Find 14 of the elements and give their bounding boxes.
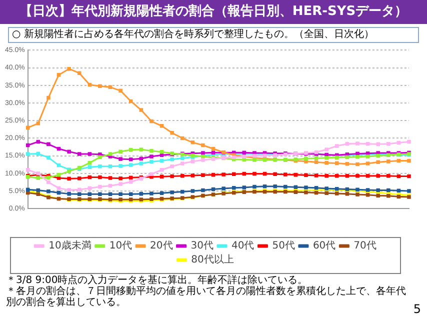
legend-label: 10歳未満 — [48, 240, 92, 252]
legend-label: 20代 — [150, 240, 173, 252]
legend-label: 80代以上 — [191, 254, 234, 266]
chart-subtitle: ○ 新規陽性者に占める各年代の割合を時系列で整理したもの。（全国、日次化） — [8, 27, 419, 43]
legend-label: 40代 — [232, 240, 254, 252]
text: ＊各月の割合は、７日間移動平均の値を用いて各月の陽性者数を累積化した上で、各年代別の割合を算出している。 — [6, 286, 407, 308]
legend-label: 10代 — [109, 240, 132, 252]
chart-title: 【日次】年代別新規陽性者の割合（報告日別、HER-SYSデータ） — [0, 0, 427, 24]
legend-label: 50代 — [272, 240, 295, 252]
text: ＊3/8 9:00時点の入力データを基に算出。年齢不詳は除いている。 — [6, 275, 308, 286]
text: 5 — [413, 302, 421, 316]
legend-label: 30代 — [190, 240, 214, 252]
legend-label: 60代 — [312, 240, 336, 252]
legend-label: 70代 — [354, 240, 376, 252]
